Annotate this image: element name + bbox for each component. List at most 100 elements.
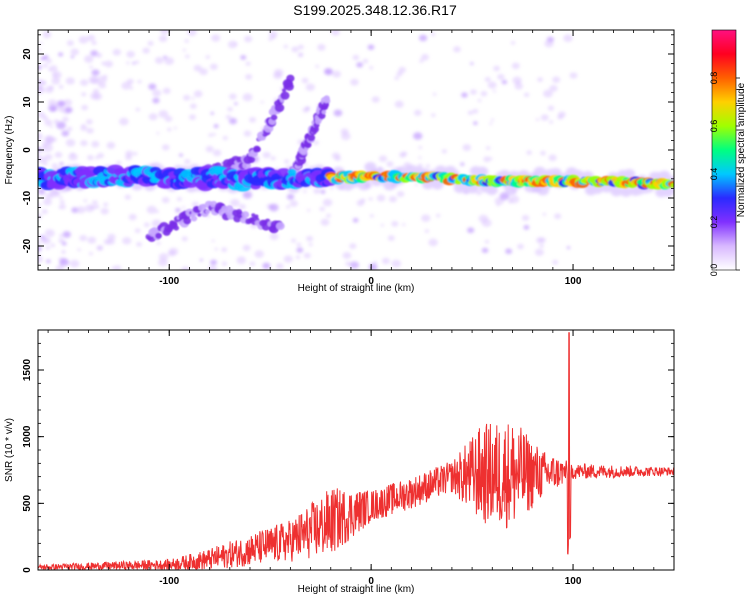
noise-speck — [106, 141, 116, 149]
noise-speck — [58, 238, 65, 244]
noise-speck — [441, 149, 447, 154]
noise-speck — [523, 225, 530, 230]
y-tick-label: 20 — [22, 48, 33, 60]
noise-speck — [254, 250, 264, 258]
branch-blob — [270, 114, 278, 121]
noise-speck — [176, 197, 183, 202]
noise-speck — [89, 65, 94, 69]
noise-speck — [124, 194, 131, 200]
noise-speck — [199, 258, 203, 262]
noise-speck — [91, 200, 98, 206]
noise-speck — [313, 188, 321, 194]
noise-speck — [487, 81, 497, 89]
noise-speck — [483, 156, 491, 163]
noise-speck — [129, 86, 134, 90]
noise-speck — [369, 214, 374, 218]
noise-speck — [413, 109, 422, 116]
colorbar-tick-label: 0.8 — [709, 72, 719, 85]
noise-speck — [61, 130, 70, 137]
noise-speck — [340, 128, 349, 135]
branch-blob — [322, 101, 330, 108]
noise-speck — [121, 81, 132, 90]
noise-speck — [41, 145, 47, 149]
noise-speck — [56, 121, 66, 130]
noise-speck — [240, 55, 247, 60]
noise-speck — [146, 205, 157, 214]
noise-speck — [326, 213, 332, 218]
noise-speck — [480, 91, 488, 97]
noise-speck — [262, 151, 271, 159]
noise-speck — [419, 59, 424, 63]
noise-speck — [227, 107, 233, 112]
noise-speck — [540, 114, 549, 121]
noise-speck — [58, 205, 62, 209]
noise-speck — [65, 77, 75, 85]
noise-speck — [222, 135, 228, 141]
noise-speck — [368, 263, 378, 270]
noise-speck — [133, 152, 138, 156]
branch-blob — [204, 209, 211, 215]
noise-speck — [61, 250, 66, 254]
noise-speck — [544, 39, 554, 48]
noise-speck — [58, 84, 64, 89]
noise-speck — [181, 236, 188, 242]
noise-speck — [212, 149, 222, 157]
noise-speck — [424, 229, 430, 233]
noise-speck — [81, 92, 87, 97]
branch-blob — [286, 74, 295, 83]
noise-speck — [308, 242, 313, 247]
noise-speck — [65, 138, 76, 147]
noise-speck — [356, 62, 364, 68]
branch-blob — [323, 95, 330, 101]
noise-speck — [418, 145, 423, 149]
snr-series-line — [38, 332, 674, 570]
noise-speck — [87, 154, 94, 161]
noise-speck — [350, 78, 359, 86]
noise-speck — [135, 107, 141, 112]
noise-speck — [51, 71, 62, 79]
noise-speck — [91, 69, 100, 76]
noise-speck — [428, 238, 438, 247]
noise-speck — [373, 261, 378, 265]
noise-speck — [46, 259, 51, 264]
noise-speck — [291, 46, 299, 53]
noise-speck — [413, 132, 423, 140]
noise-speck — [301, 77, 309, 84]
noise-speck — [66, 40, 74, 46]
noise-speck — [70, 152, 75, 157]
noise-speck — [291, 238, 297, 243]
noise-speck — [345, 261, 351, 266]
noise-speck — [225, 114, 232, 120]
noise-speck — [386, 161, 394, 167]
noise-speck — [516, 81, 520, 85]
noise-speck — [142, 47, 150, 54]
branch-blob — [282, 88, 287, 93]
noise-speck — [167, 250, 176, 257]
noise-speck — [54, 151, 63, 158]
noise-speck — [270, 156, 276, 161]
x-tick-label: 100 — [565, 276, 582, 287]
colorbar-ticks: 0.0 0.2 0.4 0.6 0.8 Normalized spectral ampli… — [709, 72, 747, 277]
snr-plot-area — [38, 332, 674, 570]
noise-speck — [268, 31, 278, 38]
noise-speck — [489, 122, 493, 125]
noise-speck — [505, 248, 513, 255]
halo-blob — [623, 168, 636, 179]
noise-speck — [70, 48, 80, 56]
halo-blob — [620, 186, 633, 197]
noise-speck — [276, 263, 284, 270]
noise-speck — [236, 256, 247, 265]
noise-speck — [432, 92, 437, 96]
x-tick-label: -100 — [159, 576, 179, 587]
noise-speck — [477, 98, 482, 103]
noise-speck — [303, 189, 307, 193]
noise-speck — [50, 243, 56, 248]
branch-blob — [241, 211, 250, 218]
snr-background — [38, 330, 674, 570]
noise-speck — [368, 197, 373, 201]
noise-speck — [83, 199, 88, 203]
y-tick-label: 0 — [22, 147, 33, 153]
noise-speck — [107, 233, 116, 241]
noise-speck — [497, 73, 505, 80]
